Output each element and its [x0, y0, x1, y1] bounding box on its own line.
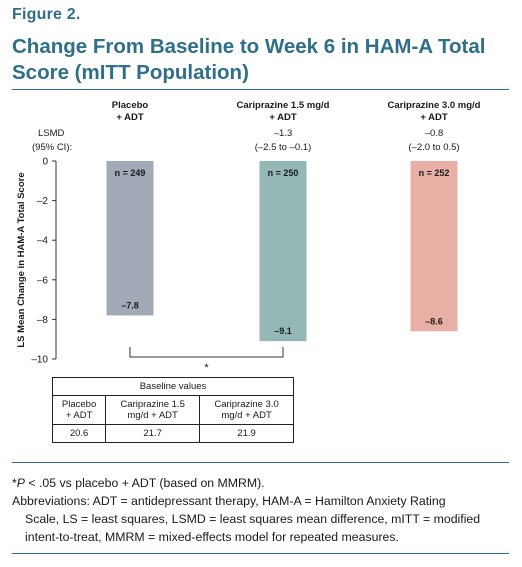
n-label: n = 249 — [115, 168, 146, 178]
lsmd-header-label: LSMD — [38, 128, 65, 139]
value-label: –7.8 — [121, 300, 139, 310]
baseline-value-placebo: 20.6 — [51, 424, 107, 443]
category-label: Cariprazine 1.5 mg/d — [237, 100, 330, 111]
y-tick-label: –6 — [37, 275, 49, 286]
bar — [410, 161, 458, 332]
y-tick-label: –8 — [37, 315, 49, 326]
lsmd-value-label: –0.8 — [425, 128, 444, 139]
bottom-divider — [12, 553, 509, 554]
bar — [106, 161, 154, 316]
lsmd-ci-label: (–2.5 to –0.1) — [255, 142, 312, 153]
baseline-value-cariprazine-1-5: 21.7 — [105, 424, 201, 443]
n-label: n = 250 — [268, 168, 299, 178]
bar — [259, 161, 307, 342]
y-tick-label: –2 — [37, 196, 49, 207]
n-label: n = 252 — [419, 168, 450, 178]
lsmd-header-ci-label: (95% CI): — [32, 142, 72, 153]
category-label: Placebo — [112, 100, 149, 111]
y-axis-label: LS Mean Change in HAM-A Total Score — [16, 172, 27, 347]
y-tick-label: 0 — [42, 157, 48, 168]
baseline-col-cariprazine-1-5: Cariprazine 1.5 mg/d + ADT — [105, 395, 201, 425]
y-tick-label: –10 — [31, 355, 48, 366]
lsmd-ci-label: (–2.0 to 0.5) — [408, 142, 459, 153]
abbreviations-line-3: intent-to-treat, MMRM = mixed-effects mo… — [25, 530, 399, 544]
abbreviations-line-2: Scale, LS = least squares, LSMD = least … — [25, 512, 481, 526]
bar-chart: 0 –2 –4 –6 –8 –10 LS Mean Change in HAM-A Tota… — [16, 100, 481, 374]
baseline-col-placebo: Placebo + ADT — [51, 395, 107, 425]
category-label: + ADT — [420, 112, 448, 123]
value-label: –9.1 — [274, 326, 292, 336]
value-label: –8.6 — [425, 316, 443, 326]
title-divider — [12, 89, 509, 90]
significance-footnote: *P < .05 vs placebo + ADT (based on MMRM… — [12, 476, 265, 490]
category-label: + ADT — [269, 112, 297, 123]
category-label: + ADT — [116, 112, 144, 123]
abbreviations-line-1: Abbreviations: ADT = antidepressant ther… — [12, 494, 446, 508]
significance-bracket — [129, 347, 284, 358]
figure-label: Figure 2. — [12, 6, 81, 23]
baseline-values-table: Baseline values Placebo + ADT Cariprazin… — [51, 377, 294, 443]
footnotes: *P < .05 vs placebo + ADT (based on MMRM… — [12, 474, 512, 546]
baseline-table-header: Baseline values — [52, 377, 294, 396]
baseline-col-cariprazine-3-0: Cariprazine 3.0 mg/d + ADT — [199, 395, 294, 425]
lsmd-value-label: –1.3 — [274, 128, 293, 139]
chart-title: Change From Baseline to Week 6 in HAM-A … — [12, 35, 486, 84]
category-label: Cariprazine 3.0 mg/d — [388, 100, 481, 111]
significance-marker: * — [204, 362, 209, 374]
baseline-value-cariprazine-3-0: 21.9 — [199, 424, 294, 443]
footnote-divider — [12, 462, 509, 463]
y-tick-label: –4 — [37, 236, 49, 247]
